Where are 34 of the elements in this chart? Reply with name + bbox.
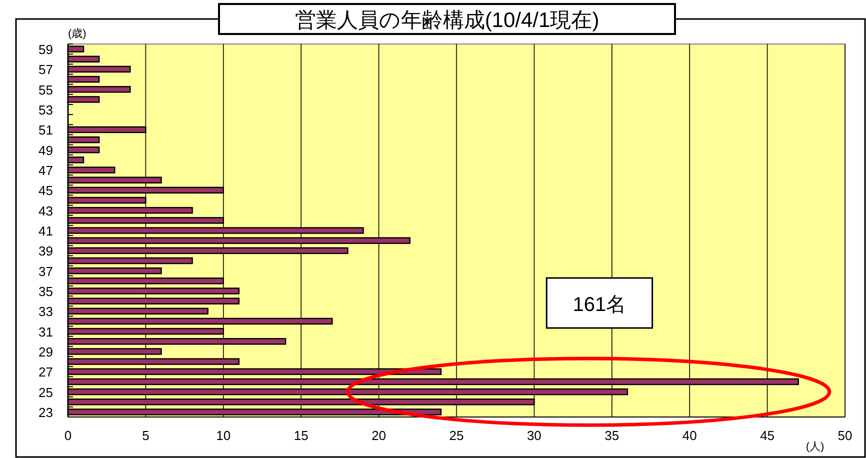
y-tick-label: 43	[38, 203, 53, 218]
y-tick-label: 55	[38, 82, 53, 98]
y-tick-label: 35	[38, 284, 53, 299]
y-tick-label: 33	[38, 304, 53, 320]
y-tick-label: 57	[38, 62, 53, 78]
y-tick-label: 29	[38, 344, 53, 360]
x-tick-label: 15	[294, 428, 308, 443]
y-tick-label: 27	[38, 364, 53, 380]
y-tick-label: 49	[38, 142, 53, 158]
y-tick-label: 31	[38, 324, 53, 340]
y-tick-label: 37	[38, 264, 53, 279]
y-tick-label: 53	[38, 102, 53, 118]
y-tick-label: 59	[38, 42, 53, 58]
x-tick-label: 25	[449, 428, 464, 443]
x-tick-label: 10	[216, 428, 231, 443]
x-tick-label: 50	[838, 428, 852, 443]
x-tick-label: 0	[64, 428, 72, 443]
y-tick-label: 23	[38, 404, 53, 420]
y-axis-title: (歳)	[68, 27, 86, 40]
y-tick-label: 47	[38, 163, 53, 178]
y-tick-label: 39	[38, 244, 53, 259]
x-axis-title: (人)	[806, 441, 824, 453]
x-tick-label: 40	[682, 428, 697, 443]
y-tick-label: 41	[38, 224, 53, 238]
x-tick-label: 45	[760, 428, 775, 443]
y-tick-label: 45	[38, 183, 53, 198]
x-tick-label: 20	[372, 428, 386, 443]
chart-title: 営業人員の年齢構成(10/4/1現在)	[294, 9, 600, 32]
x-tick-label: 30	[526, 428, 542, 443]
y-tick-label: 25	[38, 384, 53, 400]
x-tick-label: 35	[604, 428, 620, 443]
y-tick-label: 51	[38, 122, 53, 138]
x-tick-label: 5	[142, 428, 150, 443]
annotation: 161名	[572, 294, 626, 316]
